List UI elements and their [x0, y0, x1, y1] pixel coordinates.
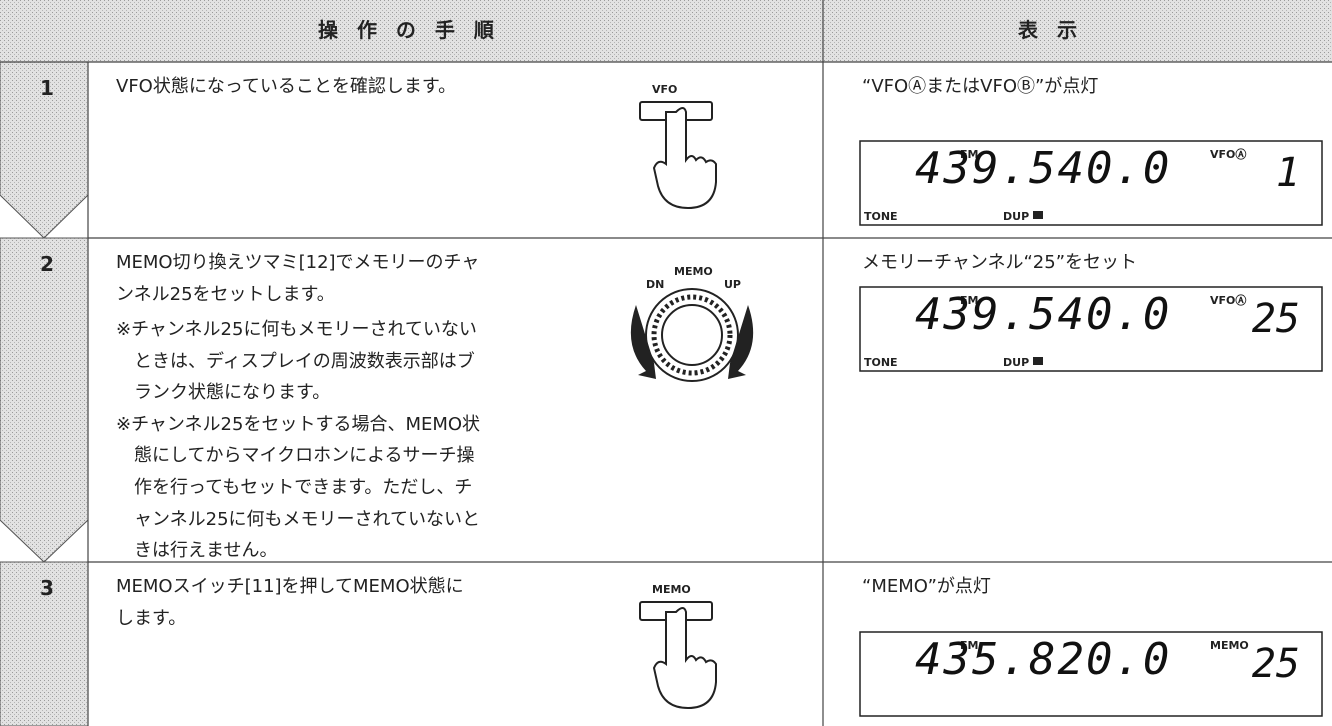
control-label: DN [646, 278, 665, 291]
lcd-tone: TONE [864, 356, 898, 369]
control-label: UP [724, 278, 741, 291]
display-caption: “VFOⒶまたはVFOⒷ”が点灯 [862, 76, 1099, 97]
knob [661, 304, 723, 366]
lcd-frame [859, 286, 1323, 372]
step-note: ャンネル25に何もメモリーされていないと [134, 508, 481, 530]
lcd-channel: 25 [1251, 641, 1300, 687]
lcd-mode: FM [960, 294, 979, 307]
step-note: ランク状態になります。 [134, 382, 331, 404]
dup-marker [1033, 211, 1043, 219]
display-caption: メモリーチャンネル“25”をセット [862, 252, 1138, 273]
lcd-channel: 1 [1275, 150, 1300, 196]
lcd-frequency: 439.540.0 [915, 289, 1172, 340]
control-label: MEMO [674, 265, 713, 278]
arrow [630, 305, 656, 379]
lcd-dup: DUP [1003, 210, 1030, 223]
step-note: 態にしてからマイクロホンによるサーチ操 [134, 445, 475, 467]
lcd-frame [859, 140, 1323, 226]
header-display: 表 示 [1018, 18, 1083, 42]
header-procedure: 操 作 の 手 順 [318, 18, 500, 42]
step-text: VFO状態になっていることを確認します。 [116, 76, 457, 97]
lcd-indicator: VFOⒶ [1210, 148, 1247, 161]
step-note: ※チャンネル25をセットする場合、MEMO状 [116, 413, 481, 435]
hand [652, 607, 717, 710]
step-number: 3 [40, 576, 54, 600]
knob [651, 294, 733, 376]
arrow [728, 305, 754, 379]
step-text: します。 [116, 608, 187, 629]
lcd-mode: FM [960, 639, 979, 652]
lcd-mode: FM [960, 148, 979, 161]
step-number: 1 [40, 76, 54, 100]
lcd-frame [859, 631, 1323, 717]
step-note: きは行えません。 [134, 540, 278, 562]
control-label: MEMO [652, 583, 691, 596]
step-text: MEMO切り換えツマミ[12]でメモリーのチャ [116, 252, 480, 273]
control-label: VFO [652, 83, 678, 96]
lcd-tone: TONE [864, 210, 898, 223]
step-text: MEMOスイッチ[11]を押してMEMO状態に [116, 576, 464, 597]
step-text: ンネル25をセットします。 [116, 284, 335, 305]
lcd-frequency: 439.540.0 [915, 143, 1172, 194]
hand [652, 107, 717, 210]
step-number: 2 [40, 252, 54, 276]
lcd-frequency: 435.820.0 [915, 634, 1172, 685]
lcd-indicator: MEMO [1210, 639, 1249, 652]
lcd-channel: 25 [1251, 296, 1300, 342]
lcd-dup: DUP [1003, 356, 1030, 369]
display-caption: “MEMO”が点灯 [862, 576, 991, 597]
step-note: ときは、ディスプレイの周波数表示部はブ [134, 350, 475, 372]
step-note: ※チャンネル25に何もメモリーされていない [116, 319, 477, 340]
lcd-indicator: VFOⒶ [1210, 294, 1247, 307]
dup-marker [1033, 357, 1043, 365]
step-note: 作を行ってもセットできます。ただし、チ [134, 477, 473, 498]
